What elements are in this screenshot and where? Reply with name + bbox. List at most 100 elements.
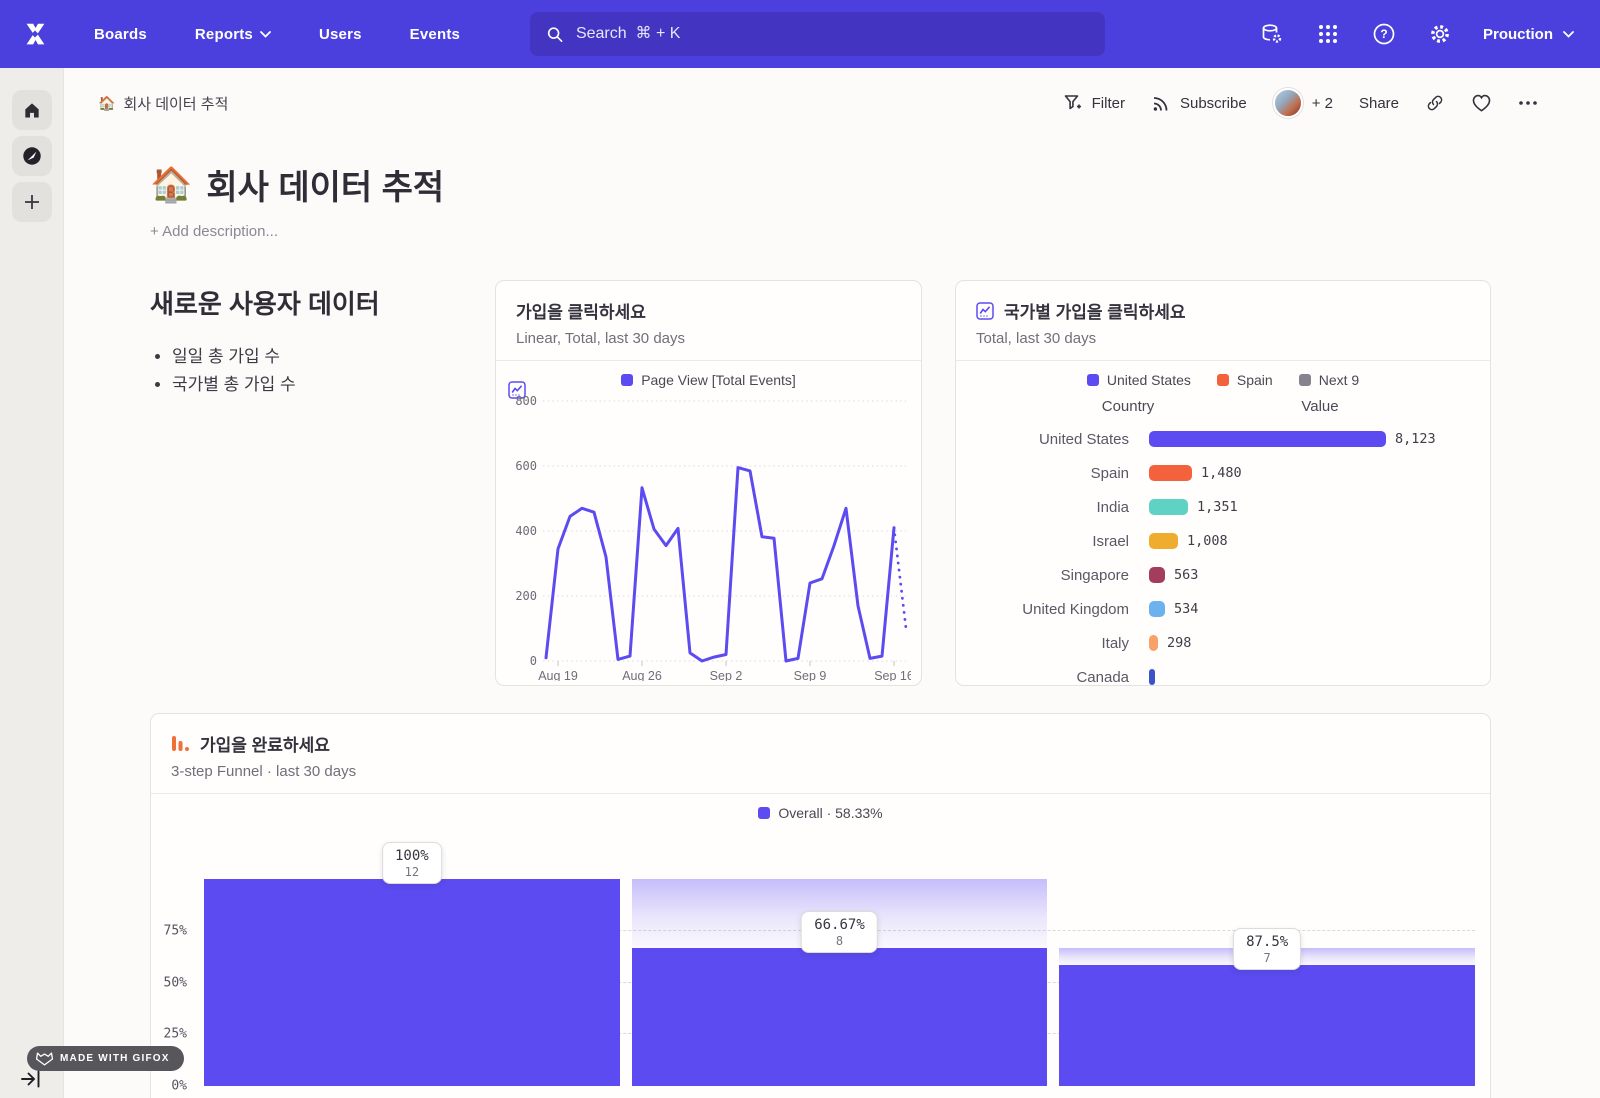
svg-text:0: 0	[530, 654, 537, 668]
country-bar[interactable]	[1149, 533, 1178, 549]
sidebar-collapse-toggle[interactable]	[20, 1068, 42, 1090]
country-label: India	[1096, 498, 1129, 516]
filter-button[interactable]: Filter	[1063, 93, 1125, 113]
collaborators[interactable]: + 2	[1272, 88, 1333, 118]
country-label: Italy	[1101, 634, 1129, 652]
country-row[interactable]: Israel 1,008	[956, 524, 1490, 558]
country-row[interactable]: Canada	[956, 660, 1490, 686]
country-bar[interactable]	[1149, 465, 1192, 481]
funnel-pct-label: 66.67%	[814, 917, 865, 933]
country-row[interactable]: United States 8,123	[956, 422, 1490, 456]
line-chart-card[interactable]: 가입을 클릭하세요 Linear, Total, last 30 days Pa…	[495, 280, 922, 686]
add-description-button[interactable]: + Add description...	[150, 223, 278, 240]
country-row[interactable]: Singapore 563	[956, 558, 1490, 592]
gifox-label: MADE WITH GIFOX	[60, 1053, 170, 1064]
search-bar[interactable]	[530, 12, 1105, 56]
nav-item-reports[interactable]: Reports	[195, 26, 271, 43]
data-management-icon[interactable]	[1259, 21, 1285, 47]
legend-item[interactable]: Spain	[1216, 372, 1273, 388]
home-button[interactable]	[12, 90, 52, 130]
nav-item-events[interactable]: Events	[409, 25, 461, 43]
subscribe-button[interactable]: Subscribe	[1151, 93, 1247, 113]
page-title: 🏠 회사 데이터 추적	[150, 160, 444, 209]
text-tile-bullet: 일일 총 가입 수	[172, 343, 490, 371]
funnel-y-tick: 0%	[171, 1078, 187, 1094]
card-title: 국가별 가입을 클릭하세요	[1004, 303, 1186, 322]
explore-button[interactable]	[12, 136, 52, 176]
line-chart-plot[interactable]: 0 200 400 600 800 Aug 19 Aug 26 Sep 2 Sep 9 Sep 1…	[508, 381, 911, 681]
funnel-plot: 100% 12 66.67% 8 87.5% 7	[204, 842, 1475, 1086]
funnel-step[interactable]: 87.5% 7	[1059, 879, 1475, 1086]
funnel-step[interactable]: 100% 12	[204, 842, 620, 1086]
rss-icon	[1153, 97, 1168, 111]
svg-text:600: 600	[515, 459, 537, 473]
breadcrumb[interactable]: 🏠 회사 데이터 추적	[98, 93, 228, 114]
country-label: Canada	[1076, 668, 1129, 686]
nav-right-cluster: ? Prouction	[1259, 21, 1600, 47]
nav-item-users[interactable]: Users	[318, 25, 362, 43]
country-bar[interactable]	[1149, 635, 1158, 651]
text-tile-list: 일일 총 가입 수 국가별 총 가입 수	[172, 343, 490, 399]
funnel-tooltip: 87.5% 7	[1233, 928, 1302, 971]
column-header-value: Value	[1301, 398, 1339, 415]
country-bar-card[interactable]: 국가별 가입을 클릭하세요 Total, last 30 days United…	[955, 280, 1491, 686]
bar-chart-icon	[976, 301, 994, 320]
funnel-y-tick: 50%	[163, 975, 187, 990]
more-menu-button[interactable]	[1518, 100, 1538, 106]
svg-text:Sep 16: Sep 16	[874, 669, 911, 681]
legend-item[interactable]: Overall · 58.33%	[758, 805, 883, 821]
country-row[interactable]: Spain 1,480	[956, 456, 1490, 490]
country-row[interactable]: India 1,351	[956, 490, 1490, 524]
country-bar[interactable]	[1149, 567, 1165, 583]
card-title: 가입을 클릭하세요	[516, 303, 646, 322]
funnel-card[interactable]: 가입을 완료하세요 3-step Funnel · last 30 days O…	[150, 713, 1491, 1098]
nav-links: Boards Reports Users Events	[94, 26, 460, 43]
legend-swatch	[758, 807, 771, 819]
heart-icon	[1472, 94, 1491, 112]
left-rail	[0, 68, 64, 1098]
help-icon[interactable]: ?	[1371, 21, 1397, 47]
country-bar[interactable]	[1149, 601, 1165, 617]
country-row[interactable]: Italy 298	[956, 626, 1490, 660]
arrow-to-bar-icon	[21, 1070, 40, 1088]
country-row[interactable]: United Kingdom 534	[956, 592, 1490, 626]
gifox-badge[interactable]: MADE WITH GIFOX	[27, 1046, 184, 1071]
card-subtitle: Total, last 30 days	[976, 330, 1097, 347]
favorite-button[interactable]	[1471, 93, 1492, 113]
settings-gear-icon[interactable]	[1427, 21, 1453, 47]
country-card-header: 국가별 가입을 클릭하세요 Total, last 30 days	[956, 281, 1490, 360]
avatar[interactable]	[1272, 88, 1303, 118]
funnel-count-label: 8	[835, 934, 844, 948]
legend-item[interactable]: United States	[1086, 372, 1191, 388]
apps-grid-icon[interactable]	[1315, 21, 1341, 47]
nav-item-boards[interactable]: Boards	[94, 25, 147, 43]
country-table-rows: United States 8,123 Spain 1,480 India 1,351 Is…	[956, 422, 1490, 686]
page-title-text: 회사 데이터 추적	[206, 169, 445, 207]
country-label: Israel	[1092, 532, 1129, 550]
search-input[interactable]	[575, 25, 1089, 43]
legend-item[interactable]: Next 9	[1298, 372, 1360, 388]
legend-label: Next 9	[1318, 372, 1360, 388]
project-switcher[interactable]: Prouction	[1483, 26, 1574, 43]
funnel-bar[interactable]	[631, 948, 1048, 1086]
country-bar[interactable]	[1149, 669, 1155, 685]
share-button[interactable]: Share	[1358, 94, 1399, 112]
legend-label: Page View [Total Events]	[641, 372, 796, 388]
mixpanel-logo-icon[interactable]	[18, 17, 52, 51]
toolbar-actions: Filter Subscribe + 2 Share	[1063, 88, 1538, 118]
funnel-step[interactable]: 66.67% 8	[631, 879, 1048, 1086]
funnel-bar[interactable]	[1059, 965, 1475, 1086]
country-bar[interactable]	[1149, 499, 1188, 515]
legend-item[interactable]: Page View [Total Events]	[621, 372, 796, 388]
add-button[interactable]	[12, 182, 52, 222]
country-bar[interactable]	[1149, 431, 1386, 447]
card-title: 가입을 완료하세요	[200, 736, 330, 755]
funnel-bar[interactable]	[204, 879, 620, 1086]
legend-swatch	[1086, 374, 1099, 386]
copy-link-button[interactable]	[1425, 93, 1445, 113]
chevron-down-icon	[1563, 30, 1574, 38]
line-card-header: 가입을 클릭하세요 Linear, Total, last 30 days	[496, 281, 921, 399]
country-label: United Kingdom	[1022, 600, 1129, 618]
card-subtitle: 3-step Funnel · last 30 days	[171, 763, 357, 780]
svg-text:800: 800	[515, 394, 537, 408]
